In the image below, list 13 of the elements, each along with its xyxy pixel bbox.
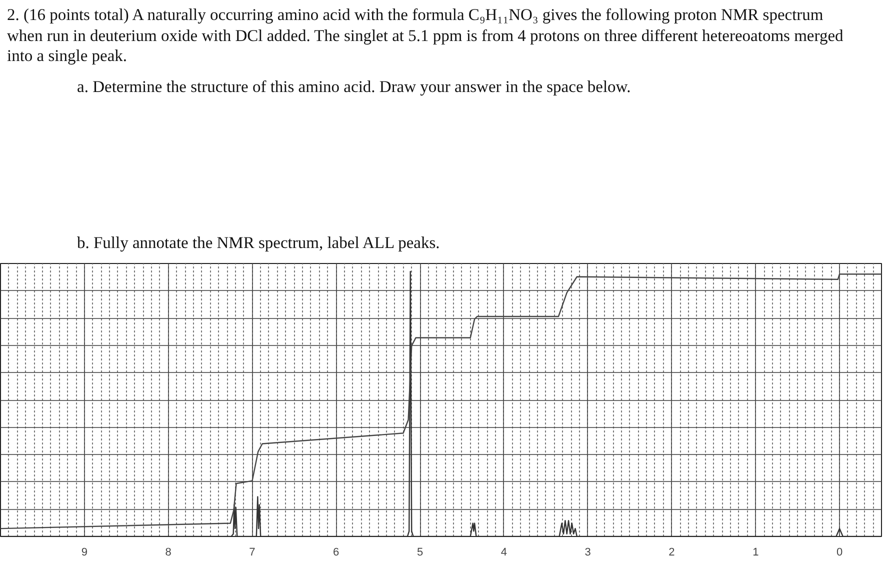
x-tick-label: 4 <box>500 546 507 559</box>
x-tick-label: 1 <box>752 546 759 559</box>
x-tick-label: 8 <box>165 546 172 559</box>
x-tick-label: 7 <box>249 546 256 559</box>
chart-title: 2. (16 points total) A naturally occurring amino acid with the formula C₉H₁₁NO₃ gives the following proton NMR spectrum when run in deuterium oxide with DCl added. The singlet at 5.1 ppm is from 4 protons on three different hetereoatoms merged into a single peak. <box>7 5 844 67</box>
x-tick-label: 9 <box>81 546 88 559</box>
x-tick-label: 0 <box>836 546 843 559</box>
x-tick-label: 3 <box>584 546 591 559</box>
x-tick-label: 2 <box>668 546 675 559</box>
text: a. Determine the structure of this amino acid. Draw your answer in the space below. <box>77 76 631 98</box>
text: b. Fully annotate the NMR spectrum, label ALL peaks. <box>77 232 440 254</box>
x-tick-label: 6 <box>333 546 340 559</box>
x-tick-label: 5 <box>416 546 424 559</box>
